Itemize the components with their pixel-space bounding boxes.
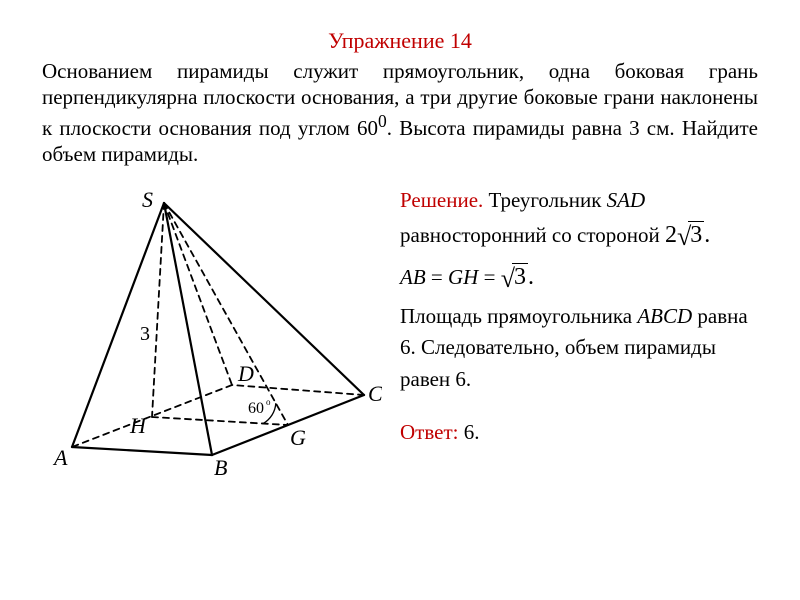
math-root3: √3. <box>501 259 534 295</box>
solution-label: Решение. <box>400 188 483 212</box>
sqrt-icon: √3 <box>677 223 704 250</box>
sol1-a: Треугольник <box>483 188 606 212</box>
eq2: = <box>478 265 500 289</box>
svg-text:3: 3 <box>140 323 150 345</box>
svg-text:C: C <box>368 381 382 406</box>
pyramid-diagram: S A B C D H G 3 60o <box>42 185 382 475</box>
solution-line-2: AB = GH = √3. <box>400 259 758 295</box>
punct-1: . <box>704 217 710 253</box>
svg-text:60: 60 <box>248 400 264 417</box>
exercise-title: Упражнение 14 <box>42 28 758 54</box>
svg-text:G: G <box>290 425 306 450</box>
eq1: = <box>426 265 448 289</box>
solution-line-1: Решение. Треугольник SAD равносторонний … <box>400 185 758 253</box>
svg-text:B: B <box>214 455 227 475</box>
sqrt-icon-2: √3 <box>501 265 528 292</box>
svg-text:H: H <box>129 413 147 438</box>
svg-text:D: D <box>237 361 254 386</box>
figure-column: S A B C D H G 3 60o <box>42 185 382 475</box>
sol1-sad: SAD <box>607 188 646 212</box>
abcd: ABCD <box>637 304 692 328</box>
problem-degree-sup: 0 <box>378 111 387 131</box>
solution-column: Решение. Треугольник SAD равносторонний … <box>400 185 758 475</box>
rad-3a: 3 <box>688 221 704 248</box>
svg-text:A: A <box>52 445 68 470</box>
gh: GH <box>448 265 478 289</box>
ab: AB <box>400 265 426 289</box>
coef-2: 2 <box>665 217 677 253</box>
answer-value: 6. <box>458 420 479 444</box>
problem-statement: Основанием пирамиды служит прямоугольник… <box>42 58 758 167</box>
svg-text:S: S <box>142 187 153 212</box>
math-2root3: 2√3. <box>665 217 710 253</box>
punct-2: . <box>528 259 534 295</box>
solution-line-3: Площадь прямоугольника ABCD равна 6. Сле… <box>400 301 758 396</box>
svg-text:o: o <box>266 397 271 407</box>
rad-3b: 3 <box>512 263 528 290</box>
answer-label: Ответ: <box>400 420 458 444</box>
answer-line: Ответ: 6. <box>400 417 758 449</box>
sol1-b: равносторонний со стороной <box>400 223 665 247</box>
content-row: SABCDHG360o Решение. Треугольник SAD рав… <box>42 185 758 475</box>
sol3-a: Площадь прямоугольника <box>400 304 637 328</box>
